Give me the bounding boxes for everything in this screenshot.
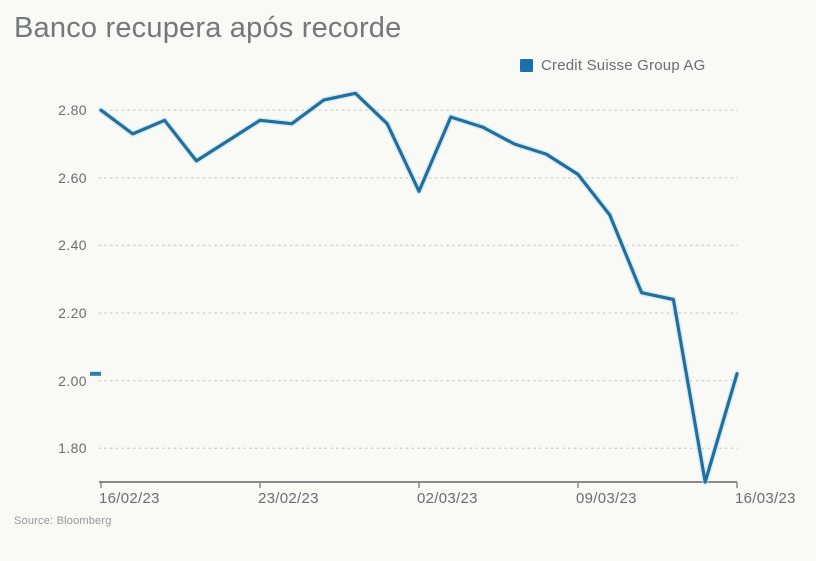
x-axis-label: 16/02/23 [99,490,160,507]
y-axis-label: 2.00 [58,373,87,389]
y-axis-label: 2.80 [58,102,87,118]
price-line [99,91,739,484]
y-axis-label: 2.20 [58,305,87,321]
legend-swatch-icon [520,59,533,72]
y-axis-label: 1.80 [58,440,87,456]
x-axis-label: 16/03/23 [735,490,796,507]
legend: Credit Suisse Group AG [520,57,705,74]
price-line-halo [98,90,740,485]
page-title: Banco recupera após recorde [14,12,402,44]
source-credit: Source: Bloomberg [14,515,112,527]
x-axis-label: 23/02/23 [258,490,319,507]
x-axis-label: 02/03/23 [417,490,478,507]
x-axis-label: 09/03/23 [576,490,637,507]
y-axis-label: 2.40 [58,237,87,253]
y-axis-label: 2.60 [58,170,87,186]
legend-series-label: Credit Suisse Group AG [541,57,706,74]
